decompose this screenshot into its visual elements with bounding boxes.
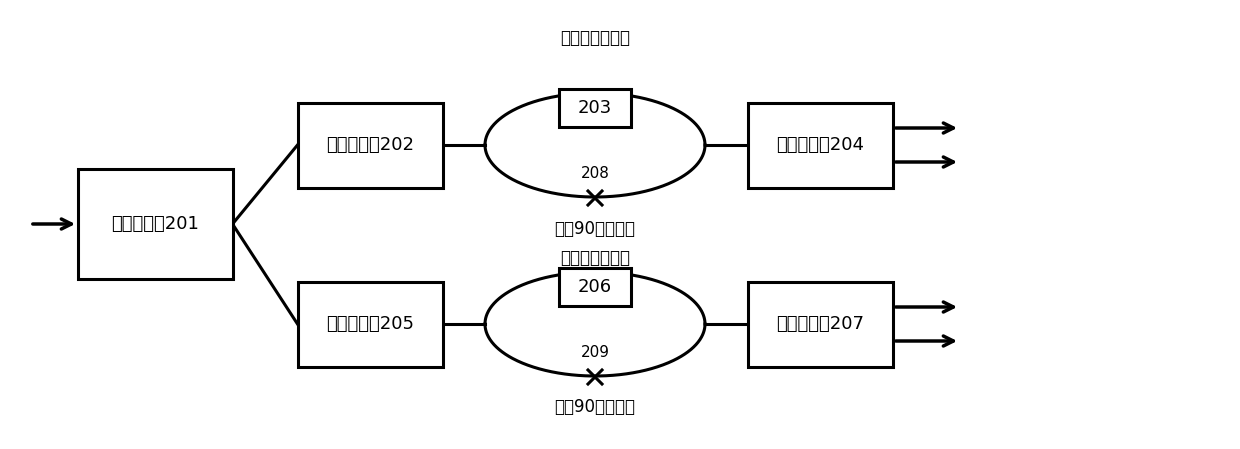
Text: 前置分束器201: 前置分束器201 bbox=[112, 215, 198, 233]
Text: 206: 206 bbox=[578, 278, 613, 296]
Text: 第一90度熔接点: 第一90度熔接点 bbox=[554, 220, 635, 238]
Text: 第一相位调制器: 第一相位调制器 bbox=[560, 29, 630, 47]
Bar bbox=[298, 282, 443, 366]
Bar bbox=[559, 89, 631, 127]
Bar bbox=[748, 282, 893, 366]
Text: 第二分束器205: 第二分束器205 bbox=[326, 315, 414, 333]
Bar bbox=[298, 102, 443, 188]
Text: 209: 209 bbox=[580, 345, 610, 360]
Text: 第一合束器204: 第一合束器204 bbox=[776, 136, 864, 154]
Text: 第一分束器202: 第一分束器202 bbox=[326, 136, 414, 154]
Text: 第二合束器207: 第二合束器207 bbox=[776, 315, 864, 333]
Text: 第二90度熔接点: 第二90度熔接点 bbox=[554, 398, 635, 416]
Text: 第二相位调制器: 第二相位调制器 bbox=[560, 249, 630, 267]
Bar bbox=[559, 268, 631, 306]
Bar bbox=[77, 169, 233, 279]
Bar bbox=[748, 102, 893, 188]
Text: 203: 203 bbox=[578, 99, 613, 117]
Text: 208: 208 bbox=[580, 166, 609, 181]
